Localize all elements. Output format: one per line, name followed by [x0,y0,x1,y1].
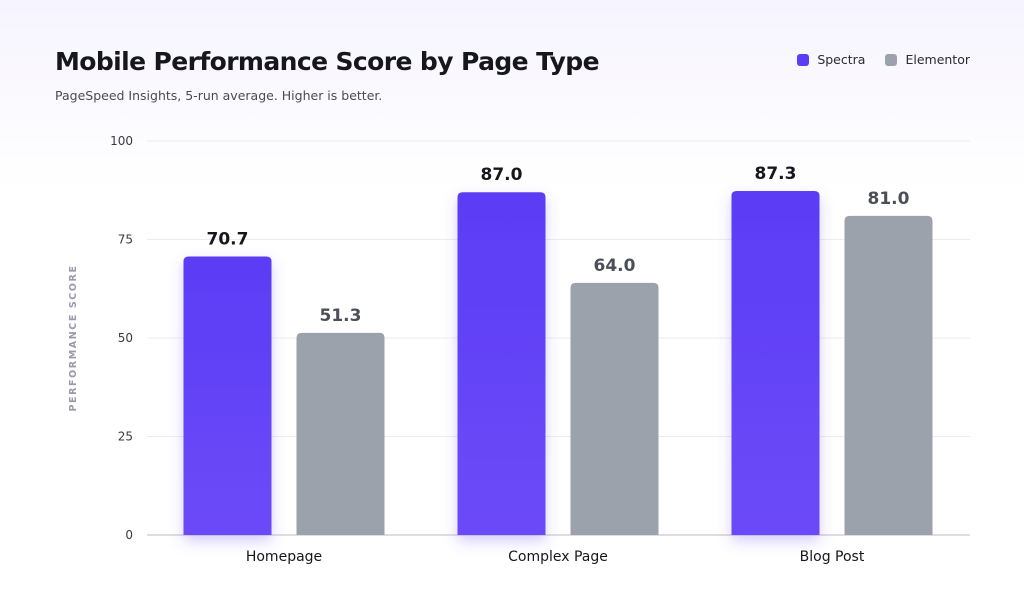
label-layer: 70.7 51.3 Homepage 87.0 64.0 Complex Page 87.3… [207,164,910,565]
data-label-spectra: 70.7 [207,229,249,249]
legend-item-elementor: Elementor [885,52,970,67]
legend-item-spectra: Spectra [797,52,865,67]
y-axis-label: PERFORMANCE SCORE [68,264,79,411]
x-tick-label: Homepage [246,549,322,565]
bar-elementor-blog-post [844,215,933,536]
data-label-spectra: 87.0 [481,165,523,185]
data-label-elementor: 64.0 [594,256,636,276]
bar-spectra-blog-post [731,191,820,535]
bar-elementor-homepage [296,332,385,535]
y-tick-label: 75 [118,233,133,247]
legend-label-elementor: Elementor [905,52,970,67]
bar-spectra-homepage [183,256,272,535]
data-label-elementor: 81.0 [868,189,910,209]
x-tick-label: Complex Page [508,549,608,565]
bar-layer [183,191,933,536]
bar-elementor-complex-page [570,282,659,535]
grid-layer: 0 25 50 75 100 [110,134,970,542]
chart-subtitle: PageSpeed Insights, 5-run average. Highe… [55,88,383,103]
y-tick-label: 0 [125,528,133,542]
data-label-spectra: 87.3 [755,164,797,184]
y-tick-label: 25 [118,430,133,444]
x-tick-label: Blog Post [800,549,865,565]
legend-swatch-elementor [885,53,898,66]
chart-title: Mobile Performance Score by Page Type [55,47,600,76]
chart-legend: Spectra Elementor [797,52,970,67]
legend-label-spectra: Spectra [817,52,866,67]
y-tick-label: 50 [118,331,133,345]
bar-spectra-complex-page [457,192,546,535]
y-tick-label: 100 [110,134,133,148]
legend-swatch-spectra [797,53,810,66]
data-label-elementor: 51.3 [320,306,362,326]
